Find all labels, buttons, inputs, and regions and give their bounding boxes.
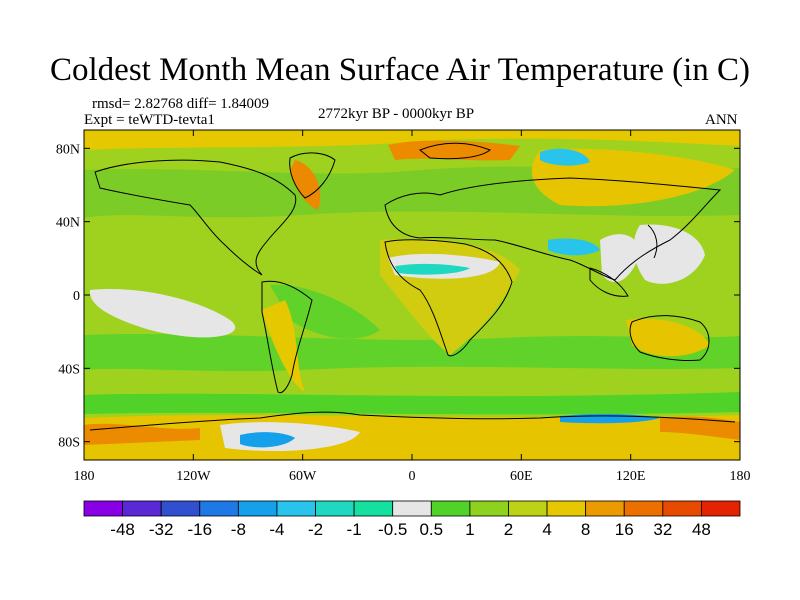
- colorbar-label: -1: [347, 520, 362, 539]
- colorbar-label: 2: [504, 520, 513, 539]
- coast-south-america: [261, 280, 313, 394]
- coast-north-america: [94, 159, 297, 276]
- colorbar-swatch: [662, 500, 702, 517]
- period-label: 2772kyr BP - 0000kyr BP: [318, 106, 475, 122]
- y-tick-label: 80N: [56, 142, 80, 157]
- colorbar-swatch: [392, 500, 432, 517]
- colorbar-label: -16: [187, 520, 212, 539]
- colorbar-swatch: [353, 500, 394, 517]
- coast-africa: [384, 239, 513, 357]
- y-tick-label: 80S: [58, 436, 80, 451]
- y-tick-label: 0: [73, 289, 80, 304]
- colorbar-label: 4: [542, 520, 551, 539]
- colorbar-label: 16: [615, 520, 634, 539]
- coastlines: [89, 142, 736, 431]
- colorbar-swatch: [546, 500, 587, 517]
- field-sahara-cyan: [395, 263, 470, 275]
- coast-japan: [647, 224, 658, 259]
- colorbar-swatch: [469, 500, 509, 517]
- colorbar-swatch: [83, 500, 123, 517]
- x-axis: 180 120W 60W 0 60E 120E 180: [74, 130, 751, 484]
- colorbar-label: 32: [653, 520, 672, 539]
- colorbar-label: -2: [308, 520, 323, 539]
- colorbar-swatch: [237, 500, 278, 517]
- field-antarctica-warm: [84, 423, 200, 445]
- x-tick-label: 60E: [510, 469, 533, 484]
- coast-australia: [629, 315, 710, 361]
- colorbar-label: 1: [465, 520, 474, 539]
- x-tick-label: 120W: [176, 469, 211, 484]
- coast-svalbard: [419, 142, 491, 160]
- field-arabia-cyan: [548, 238, 600, 256]
- colorbar-label: -32: [149, 520, 174, 539]
- coast-greenland: [289, 152, 336, 199]
- field-south-america: [262, 300, 305, 392]
- coast-antarctica: [89, 411, 736, 431]
- chart-title: Coldest Month Mean Surface Air Temperatu…: [50, 52, 750, 88]
- colorbar-swatch: [122, 500, 162, 517]
- colorbar-label: 8: [581, 520, 590, 539]
- field-weddell-cyan: [240, 432, 295, 448]
- season-label: ANN: [705, 112, 738, 128]
- colorbar-swatch: [701, 500, 741, 517]
- field-australia: [626, 318, 710, 357]
- y-tick-label: 40N: [56, 216, 80, 231]
- colorbar-swatch: [430, 500, 471, 517]
- colorbar: -48 -32 -16 -8 -4 -2 -1 -0.5 0.5 1 2 4 8 16 32 48: [83, 500, 741, 539]
- colorbar-label: 48: [692, 520, 711, 539]
- map-field: [84, 130, 740, 460]
- colorbar-swatch: [315, 500, 355, 517]
- colorbar-swatch: [160, 500, 201, 517]
- field-east-asia-white: [600, 234, 640, 283]
- colorbar-label: -8: [231, 520, 246, 539]
- field-arctic: [84, 130, 740, 150]
- field-antarctic-rim: [84, 392, 740, 415]
- colorbar-swatch: [623, 500, 664, 517]
- colorbar-label: -4: [269, 520, 284, 539]
- field-pacific-white: [89, 289, 236, 338]
- field-arctic-warm: [388, 140, 520, 161]
- colorbar-label: 0.5: [419, 520, 443, 539]
- colorbar-label: -0.5: [378, 520, 407, 539]
- field-greenland: [290, 160, 321, 210]
- stats-text: rmsd= 2.82768 diff= 1.84009: [92, 96, 270, 112]
- colorbar-swatch: [199, 500, 239, 517]
- x-tick-label: 180: [730, 469, 751, 484]
- field-west-pacific-white: [633, 224, 705, 284]
- coast-southeast-asia: [589, 267, 629, 297]
- colorbar-swatch: [508, 500, 548, 517]
- y-tick-label: 40S: [58, 362, 80, 377]
- field-band-south: [84, 333, 740, 372]
- field-antarctica-warm-east: [660, 416, 740, 440]
- colorbar-swatch: [276, 500, 316, 517]
- coast-eurasia: [384, 177, 722, 281]
- experiment-label: Expt = teWTD-tevta1: [84, 112, 215, 128]
- colorbar-swatch: [585, 500, 625, 517]
- y-axis: 80N 40N 0 40S 80S: [56, 142, 740, 451]
- field-atlantic: [270, 284, 380, 339]
- colorbar-label: -48: [110, 520, 135, 539]
- x-tick-label: 180: [74, 469, 95, 484]
- x-tick-label: 60W: [289, 469, 317, 484]
- field-arctic-cyan: [540, 148, 590, 166]
- x-tick-label: 0: [409, 469, 416, 484]
- x-tick-label: 120E: [616, 469, 646, 484]
